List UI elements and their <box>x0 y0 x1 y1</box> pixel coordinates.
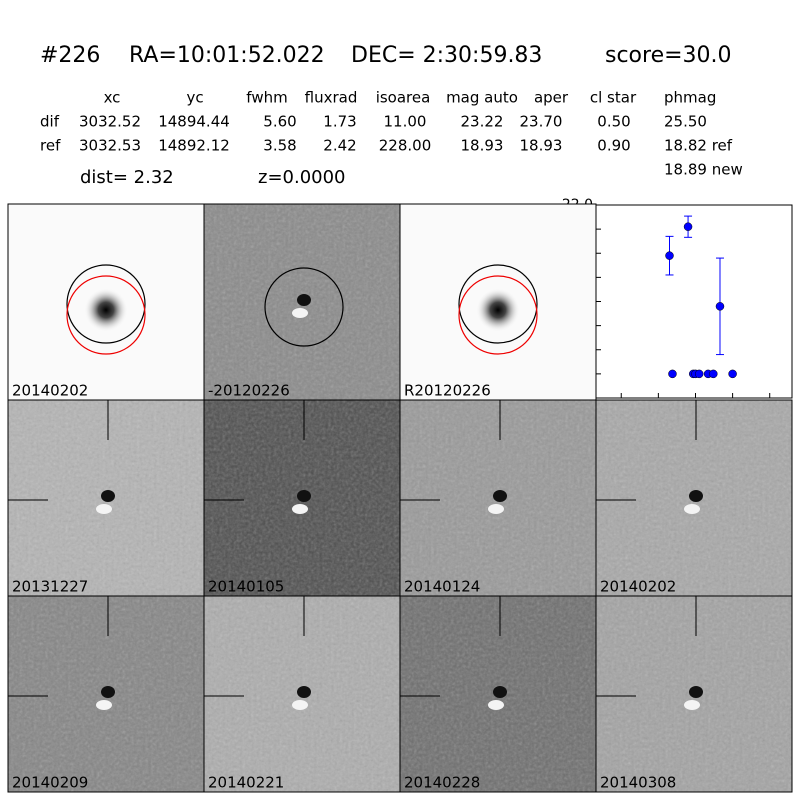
residual-bright <box>292 700 308 710</box>
residual-bright <box>684 700 700 710</box>
panel-label: 20140202 <box>12 382 88 400</box>
score: score=30.0 <box>605 43 732 68</box>
cell: 14892.12 <box>158 137 230 155</box>
cutout-panel: -20120226 <box>203 203 401 401</box>
residual-dark <box>297 294 311 306</box>
point <box>715 302 725 311</box>
aperture <box>264 267 344 347</box>
panel-label: 20140105 <box>208 578 284 596</box>
cell: 3032.52 <box>79 113 141 131</box>
panel-label: 20140221 <box>208 774 284 792</box>
panel-label: -20120226 <box>208 382 290 400</box>
residual-bright <box>96 504 112 514</box>
star <box>476 288 520 332</box>
point <box>709 369 718 379</box>
aperture <box>66 275 146 355</box>
residual-dark <box>493 490 507 502</box>
column-header: fluxrad <box>305 89 358 107</box>
cutout-panel: 20140202 <box>595 399 793 597</box>
residual-dark <box>689 490 703 502</box>
column-header: mag auto <box>446 89 518 107</box>
panel-label: 20140202 <box>600 578 676 596</box>
residual-dark <box>101 490 115 502</box>
aperture <box>458 275 538 355</box>
cell: 2.42 <box>323 137 356 155</box>
cutout-panel: 20140308 <box>595 595 793 793</box>
cell: 23.70 <box>520 113 563 131</box>
cell: 18.82 ref <box>664 137 733 155</box>
plot-area <box>595 204 793 399</box>
dec: DEC= 2:30:59.83 <box>351 43 542 68</box>
point <box>668 369 677 379</box>
panel-label: 20140124 <box>404 578 480 596</box>
column-header: cl star <box>590 89 637 107</box>
residual-bright <box>488 504 504 514</box>
residual-bright <box>292 504 308 514</box>
row-label: dif <box>40 113 60 131</box>
cell: 228.00 <box>379 137 432 155</box>
residual-dark <box>689 686 703 698</box>
ra: RA=10:01:52.022 <box>129 43 325 68</box>
cell: 18.93 <box>461 137 504 155</box>
star <box>84 288 128 332</box>
cutout-panel: 20140209 <box>7 595 205 793</box>
panel-label: 20140209 <box>12 774 88 792</box>
residual-dark <box>493 686 507 698</box>
point <box>694 369 704 379</box>
panel-label: 20140308 <box>600 774 676 792</box>
column-header: xc <box>104 89 121 107</box>
residual-dark <box>297 490 311 502</box>
point <box>665 251 674 260</box>
cutout-panel: 20140124 <box>399 399 597 597</box>
cell: 1.73 <box>323 113 356 131</box>
cutout-panel: 20140202 <box>7 203 205 401</box>
panel-label: 20131227 <box>12 578 88 596</box>
cell: 0.50 <box>597 113 630 131</box>
column-header: fwhm <box>246 89 287 107</box>
aperture <box>458 264 538 344</box>
frame <box>595 595 793 793</box>
cell: 5.60 <box>263 113 296 131</box>
residual-bright <box>684 504 700 514</box>
panel-label: 20140228 <box>404 774 480 792</box>
cell: 18.93 <box>520 137 563 155</box>
row-label: ref <box>40 137 61 155</box>
cell: 25.50 <box>664 113 707 131</box>
column-header: yc <box>186 89 203 107</box>
cell: 14894.44 <box>158 113 230 131</box>
object-id: #226 <box>40 43 100 68</box>
redshift: z=0.0000 <box>258 167 346 188</box>
dist: dist= 2.32 <box>80 167 174 188</box>
point <box>728 369 737 379</box>
cell: 18.89 new <box>664 161 743 179</box>
cutout-panel: 20140221 <box>203 595 401 793</box>
cutout-panel: R20120226 <box>399 203 597 401</box>
residual-bright <box>488 700 504 710</box>
residual-dark <box>297 686 311 698</box>
residual-dark <box>101 686 115 698</box>
residual-bright <box>96 700 112 710</box>
cutout-panel: 20131227 <box>7 399 205 597</box>
aperture <box>66 264 146 344</box>
point <box>683 222 693 231</box>
cell: 11.00 <box>384 113 427 131</box>
panel-label: R20120226 <box>404 382 491 400</box>
cutout-panel: 20140228 <box>399 595 597 793</box>
cell: 3.58 <box>263 137 296 155</box>
column-header: phmag <box>664 89 716 107</box>
cutout-panel: 20140105 <box>203 399 401 597</box>
residual-bright <box>292 308 308 318</box>
cell: 3032.53 <box>79 137 141 155</box>
column-header: isoarea <box>376 89 431 107</box>
column-header: aper <box>534 89 569 107</box>
cell: 23.22 <box>461 113 504 131</box>
cell: 0.90 <box>597 137 630 155</box>
